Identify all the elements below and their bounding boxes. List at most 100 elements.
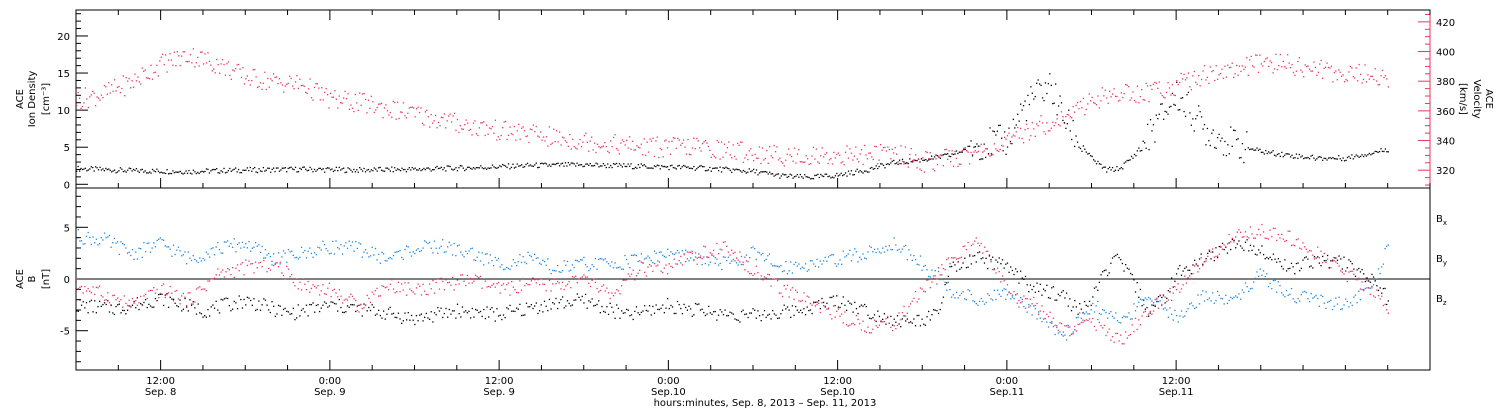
ion-density-point (763, 171, 765, 173)
velocity-point (307, 88, 310, 90)
ion-density-point (214, 168, 216, 171)
velocity-point (348, 108, 351, 110)
b-bx-point (437, 307, 439, 309)
b-bz-point (182, 292, 185, 295)
velocity-point (1339, 71, 1341, 73)
ion-density-point (198, 172, 200, 175)
ion-density-point (1294, 157, 1296, 159)
ion-density-point (410, 169, 412, 171)
b-bz-point (314, 285, 316, 288)
ion-density-point (99, 166, 101, 168)
b-by-point (1110, 311, 1112, 313)
ion-density-point (655, 165, 657, 168)
b-bz-point (773, 278, 776, 280)
velocity-point (912, 159, 914, 162)
b-bz-point (128, 299, 130, 302)
velocity-point (888, 148, 890, 151)
velocity-point (989, 155, 991, 157)
b-bz-point (520, 289, 523, 291)
b-bx-point (1359, 271, 1362, 273)
b-bx-point (435, 314, 437, 316)
b-bz-point (1261, 223, 1263, 226)
ion-density-point (167, 173, 170, 175)
ion-density-point (472, 166, 475, 169)
b-bz-point (166, 293, 168, 296)
velocity-point (302, 84, 304, 87)
ion-density-point (1230, 126, 1232, 128)
b-bz-point (1282, 238, 1284, 240)
ion-density-point (462, 167, 464, 169)
b-bz-point (578, 278, 580, 280)
b-by-point (834, 263, 836, 265)
velocity-point (122, 75, 124, 77)
ion-density-point (539, 162, 542, 165)
b-bx-point (980, 258, 982, 260)
b-bx-point (532, 307, 534, 310)
velocity-point (577, 143, 580, 145)
ion-density-point (281, 167, 284, 169)
ion-density-point (611, 166, 613, 169)
b-bx-point (358, 304, 360, 306)
b-bx-point (341, 311, 344, 314)
b-bx-point (795, 305, 797, 308)
velocity-point (611, 146, 613, 148)
b-by-point (923, 265, 925, 268)
b-bx-point (231, 308, 234, 310)
ion-density-point (201, 170, 203, 172)
b-by-point (990, 298, 992, 300)
velocity-point (748, 150, 750, 152)
velocity-point (1361, 82, 1363, 84)
b-bx-point (1254, 253, 1257, 255)
b-bz-point (87, 287, 89, 290)
b-bx-point (230, 310, 232, 312)
ion-density-point (440, 166, 443, 168)
ion-density-point (165, 172, 167, 175)
velocity-point (153, 72, 155, 74)
b-by-point (1141, 299, 1143, 301)
b-by-point (704, 262, 707, 265)
ion-density-point (901, 158, 904, 160)
ion-density-point (599, 165, 602, 167)
velocity-point (523, 130, 526, 132)
b-bz-point (732, 252, 734, 254)
b-bz-point (712, 249, 715, 252)
b-bx-point (647, 310, 649, 312)
velocity-point (274, 76, 276, 79)
velocity-point (942, 165, 944, 167)
b-bz-point (299, 281, 301, 283)
velocity-point (1072, 105, 1074, 108)
ion-density-point (735, 168, 737, 170)
velocity-point (1101, 87, 1104, 89)
b-bz-point (125, 302, 127, 304)
ion-density-point (589, 162, 591, 165)
b-by-point (171, 255, 173, 257)
b-by-point (722, 256, 725, 258)
b-bz-point (115, 299, 117, 301)
ion-density-point (522, 166, 524, 168)
velocity-point (267, 77, 269, 80)
b-by-point (1161, 304, 1163, 307)
velocity-point (1164, 97, 1166, 99)
velocity-point (509, 126, 511, 128)
b-by-point (525, 262, 528, 265)
velocity-point (1386, 78, 1388, 80)
b-by-point (862, 253, 864, 255)
velocity-point (217, 64, 219, 66)
velocity-point (160, 56, 162, 58)
ion-density-point (1289, 156, 1292, 158)
velocity-point (1214, 79, 1216, 82)
b-bz-point (750, 272, 753, 275)
ion-density-point (713, 167, 715, 169)
b-by-point (913, 254, 915, 257)
velocity-point (1110, 96, 1112, 98)
ion-density-point (1139, 150, 1141, 152)
velocity-point (790, 155, 793, 158)
b-bz-point (223, 276, 226, 278)
ion-density-point (487, 167, 489, 169)
velocity-point (563, 137, 565, 139)
ion-density-point (173, 172, 176, 174)
b-by-point (717, 264, 720, 266)
b-bx-point (268, 309, 270, 311)
ion-density-point (779, 177, 781, 179)
ion-density-point (979, 158, 981, 161)
